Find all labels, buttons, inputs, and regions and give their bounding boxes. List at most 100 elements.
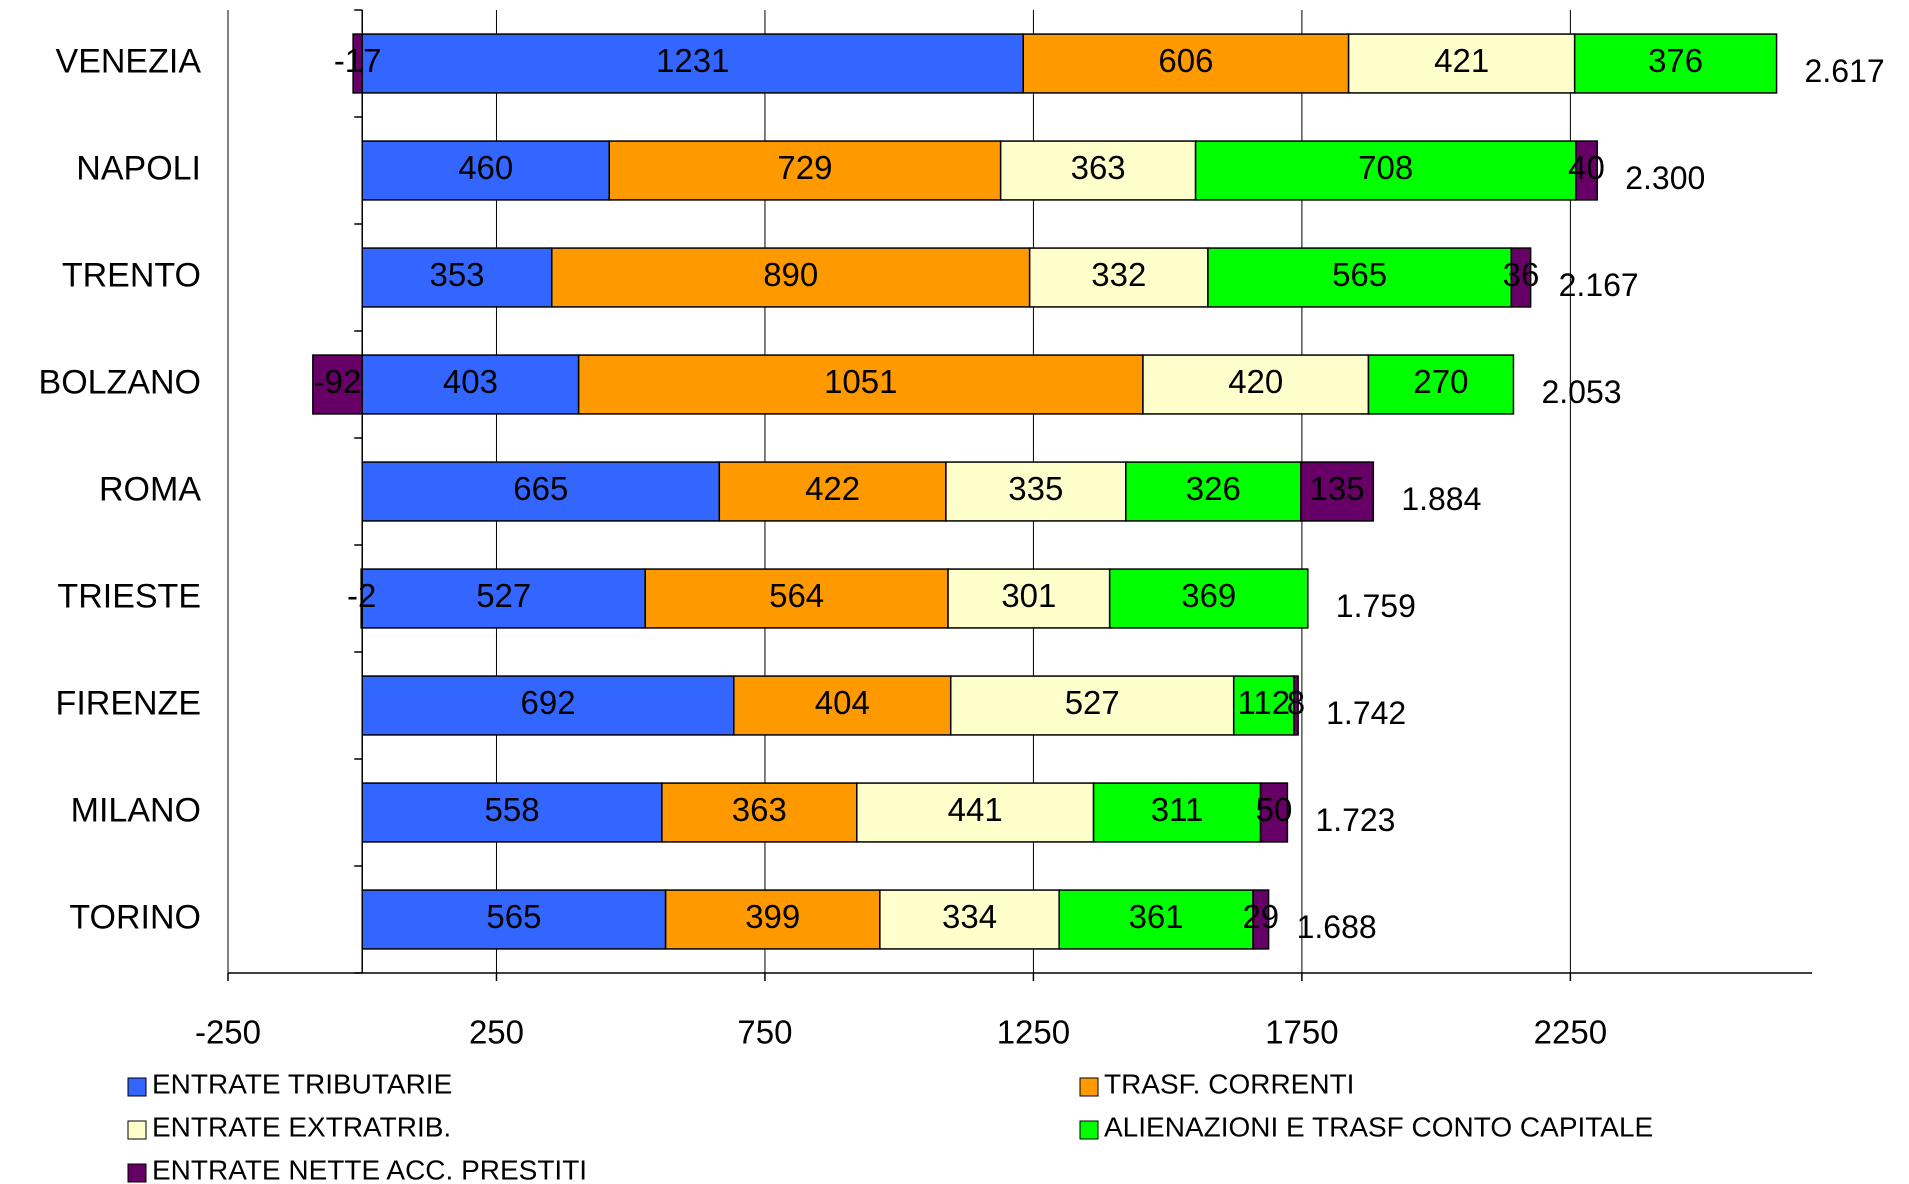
bar-segment <box>361 568 646 629</box>
category-label: ROMA <box>99 470 201 508</box>
data-label: 422 <box>805 470 860 507</box>
bar-segment <box>360 568 363 629</box>
total-label: 1.742 <box>1326 695 1406 731</box>
bar-segment <box>608 140 1002 201</box>
bar-segment <box>945 461 1127 522</box>
data-label: 334 <box>942 898 997 935</box>
data-label: 1231 <box>656 42 729 79</box>
bar-segment <box>352 33 363 94</box>
total-label: 2.167 <box>1559 267 1639 303</box>
bar-segment <box>1194 140 1577 201</box>
data-label: 363 <box>1071 149 1126 186</box>
bar-segment <box>1022 33 1350 94</box>
data-label: 421 <box>1434 42 1489 79</box>
bar-segment <box>361 33 1024 94</box>
data-label: 692 <box>520 684 575 721</box>
bar-segment <box>1125 461 1302 522</box>
x-tick-label: 750 <box>737 1014 792 1051</box>
total-label: 2.617 <box>1805 53 1885 89</box>
data-label: 36 <box>1503 256 1540 293</box>
data-label: 558 <box>485 791 540 828</box>
data-label: 565 <box>1332 256 1387 293</box>
total-label: 1.688 <box>1297 909 1377 945</box>
bar-segment <box>733 675 952 736</box>
bar-segment <box>949 675 1235 736</box>
category-label: NAPOLI <box>76 149 201 187</box>
data-label: 361 <box>1129 898 1184 935</box>
data-label: 564 <box>769 577 824 614</box>
data-label: 29 <box>1242 898 1279 935</box>
data-label: 135 <box>1310 470 1365 507</box>
data-label: 369 <box>1181 577 1236 614</box>
data-label: 399 <box>745 898 800 935</box>
bar-segment <box>1108 568 1309 629</box>
x-tick-label: 2250 <box>1534 1014 1607 1051</box>
x-tick-label: -250 <box>195 1014 261 1051</box>
data-label: 708 <box>1358 149 1413 186</box>
bar-segment <box>1347 33 1576 94</box>
bar-segment <box>1207 247 1513 308</box>
data-label: 376 <box>1648 42 1703 79</box>
data-label: 404 <box>815 684 870 721</box>
category-label: TORINO <box>69 898 201 936</box>
bar-segment <box>644 568 949 629</box>
legend-label: TRASF. CORRENTI <box>1104 1068 1354 1099</box>
data-label: 890 <box>763 256 818 293</box>
total-label: 1.884 <box>1401 481 1481 517</box>
data-label: 311 <box>1151 791 1204 828</box>
bar-segment <box>361 889 667 950</box>
legend-label: ALIENAZIONI E TRASF CONTO CAPITALE <box>1104 1111 1653 1142</box>
data-label: 565 <box>486 898 541 935</box>
legend-swatch <box>127 1077 147 1097</box>
category-label: MILANO <box>71 791 201 829</box>
data-label: 332 <box>1091 256 1146 293</box>
legend-swatch <box>127 1163 147 1183</box>
bar-segment <box>1058 889 1254 950</box>
legend-label: ENTRATE TRIBUTARIE <box>152 1068 452 1099</box>
data-label: 353 <box>429 256 484 293</box>
bar-segment <box>664 889 881 950</box>
data-label: 606 <box>1158 42 1213 79</box>
bar-segment <box>1259 782 1289 843</box>
data-label: 729 <box>777 149 832 186</box>
data-label: 8 <box>1287 684 1305 721</box>
total-label: 2.053 <box>1541 374 1621 410</box>
data-label: 527 <box>1065 684 1120 721</box>
data-label: 40 <box>1568 149 1605 186</box>
category-label: VENEZIA <box>56 42 202 80</box>
bar-segment <box>361 140 610 201</box>
data-label: 441 <box>948 791 1003 828</box>
bar-segment <box>1028 247 1209 308</box>
category-label: TRIESTE <box>57 577 201 615</box>
data-label: 420 <box>1228 363 1283 400</box>
bar-segment <box>1510 247 1532 308</box>
category-label: BOLZANO <box>39 363 201 401</box>
bar-segment <box>999 140 1197 201</box>
legend-swatch <box>1079 1077 1099 1097</box>
total-label: 1.759 <box>1336 588 1416 624</box>
bar-segment <box>361 354 580 415</box>
category-label: FIRENZE <box>56 684 201 722</box>
legend-label: ENTRATE EXTRATRIB. <box>152 1111 451 1142</box>
data-label: 301 <box>1001 577 1056 614</box>
data-label: 460 <box>458 149 513 186</box>
bar-segment <box>879 889 1060 950</box>
bar-segment <box>361 782 663 843</box>
x-tick-label: 1750 <box>1265 1014 1338 1051</box>
bar-segment <box>577 354 1144 415</box>
data-label: 50 <box>1256 791 1293 828</box>
bar-segment <box>361 247 553 308</box>
bar-segment <box>1252 889 1270 950</box>
bar-segment <box>718 461 947 522</box>
bar-segment <box>1232 675 1295 736</box>
legend-swatch <box>127 1120 147 1140</box>
x-tick-label: 1250 <box>997 1014 1070 1051</box>
bar-segment <box>1293 675 1299 736</box>
bar-segment <box>1300 461 1375 522</box>
data-label: -92 <box>314 363 362 400</box>
bar-segment <box>1092 782 1262 843</box>
data-label: 112 <box>1237 684 1290 721</box>
bar-segment <box>551 247 1031 308</box>
